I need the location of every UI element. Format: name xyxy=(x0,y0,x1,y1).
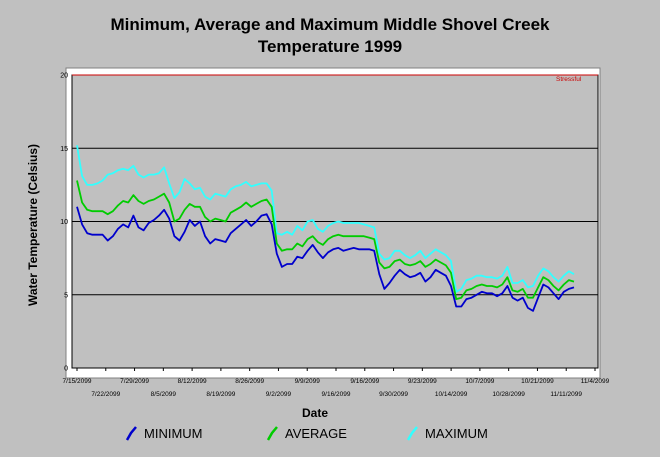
series-lines xyxy=(76,145,575,312)
series-line-minimum xyxy=(76,206,575,312)
legend-label-minimum: MINIMUM xyxy=(144,426,203,441)
y-tick-label: 0 xyxy=(64,366,68,373)
legend-label-maximum: MAXIMUM xyxy=(425,426,488,441)
chart-title-line-1: Minimum, Average and Maximum Middle Shov… xyxy=(110,15,550,34)
y-tick-label: 10 xyxy=(60,219,68,226)
y-tick-label: 5 xyxy=(64,292,68,299)
x-tick-label: 9/2/2099 xyxy=(266,391,292,398)
legend-swatch-minimum xyxy=(125,426,137,441)
chart-title-line-2: Temperature 1999 xyxy=(257,37,403,56)
y-tick-label: 15 xyxy=(60,146,68,153)
y-tick-label: 20 xyxy=(60,73,68,80)
x-tick-label: 9/9/2099 xyxy=(295,378,321,385)
series-line-maximum xyxy=(76,145,575,293)
x-tick-label: 7/22/2099 xyxy=(91,391,120,398)
legend-label-average: AVERAGE xyxy=(285,426,347,441)
x-tick-label: 11/4/2099 xyxy=(581,378,610,385)
legend-swatch-average xyxy=(266,426,278,441)
x-tick-label: 10/21/2099 xyxy=(521,378,554,385)
chart-title: Minimum, Average and Maximum Middle Shov… xyxy=(0,14,660,58)
x-tick-label: 9/30/2099 xyxy=(379,391,408,398)
x-tick-label: 10/28/2099 xyxy=(492,391,525,398)
legend-swatch-maximum xyxy=(406,426,418,441)
x-tick-label: 9/16/2099 xyxy=(322,391,351,398)
x-tick-label: 7/15/2099 xyxy=(63,378,92,385)
x-axis-ticks: 7/15/2099 7/22/20997/29/20998/5/20998/12/… xyxy=(63,368,610,398)
x-tick-label: 9/16/2099 xyxy=(350,378,379,385)
x-tick-label: 8/5/2099 xyxy=(151,391,177,398)
x-tick-label: 8/12/2099 xyxy=(178,378,207,385)
x-tick-label: 7/29/2099 xyxy=(120,378,149,385)
legend: MINIMUM AVERAGE MAXIMUM xyxy=(125,426,488,441)
y-axis-ticks: 0 5 10 15 20 xyxy=(60,73,68,373)
series-line-average xyxy=(76,180,575,301)
x-axis-title: Date xyxy=(302,406,328,420)
x-tick-label: 8/26/2099 xyxy=(235,378,264,385)
threshold-label: Stressful xyxy=(556,76,582,83)
x-tick-label: 8/19/2099 xyxy=(206,391,235,398)
x-tick-label: 11/11/2099 xyxy=(550,391,582,398)
y-axis-title: Water Temperature (Celsius) xyxy=(26,144,40,306)
x-tick-label: 10/7/2099 xyxy=(465,378,494,385)
x-tick-label: 9/23/2099 xyxy=(408,378,437,385)
x-tick-label: 10/14/2099 xyxy=(435,391,468,398)
